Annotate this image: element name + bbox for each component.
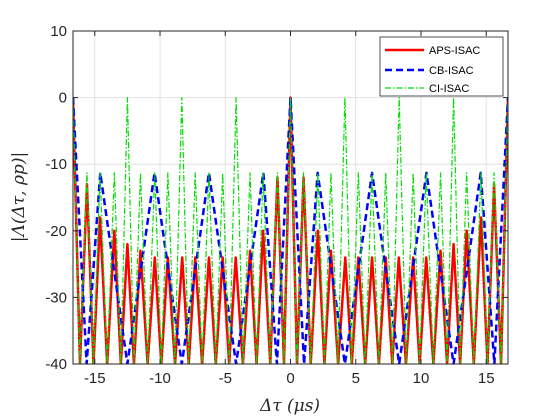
x-tick-label: 5: [352, 370, 360, 387]
y-tick-label: -10: [45, 156, 67, 173]
x-tick-label: -5: [219, 370, 232, 387]
y-tick-label: 10: [50, 23, 67, 40]
legend-label-ci-isac: CI-ISAC: [429, 83, 469, 95]
legend-label-cb-isac: CB-ISAC: [429, 65, 474, 77]
y-tick-label: -40: [45, 356, 67, 373]
y-tick-label: 0: [59, 90, 67, 107]
x-tick-label: -10: [149, 370, 171, 387]
series-layer: [73, 96, 508, 364]
tick-labels: -15 -10 -5 0 5 10 15 10 0 -10 -20 -30 -40: [45, 23, 494, 387]
x-axis-label: Δτ (μs): [259, 396, 320, 416]
legend-label-aps-isac: APS-ISAC: [429, 45, 480, 57]
y-tick-label: -20: [45, 223, 67, 240]
legend-box: [379, 36, 504, 97]
x-tick-label: 10: [413, 370, 430, 387]
y-axis-label: |Λ(Δτ, ρp)|: [9, 152, 29, 242]
x-tick-label: -15: [84, 370, 106, 387]
legend: APS-ISAC CB-ISAC CI-ISAC: [379, 36, 504, 97]
ticks: [73, 30, 508, 365]
y-tick-label: -30: [45, 289, 67, 306]
x-tick-label: 15: [478, 370, 495, 387]
series-line-ci-isac: [73, 97, 508, 364]
x-tick-label: 0: [286, 370, 294, 387]
series-line-aps-isac: [73, 96, 508, 364]
